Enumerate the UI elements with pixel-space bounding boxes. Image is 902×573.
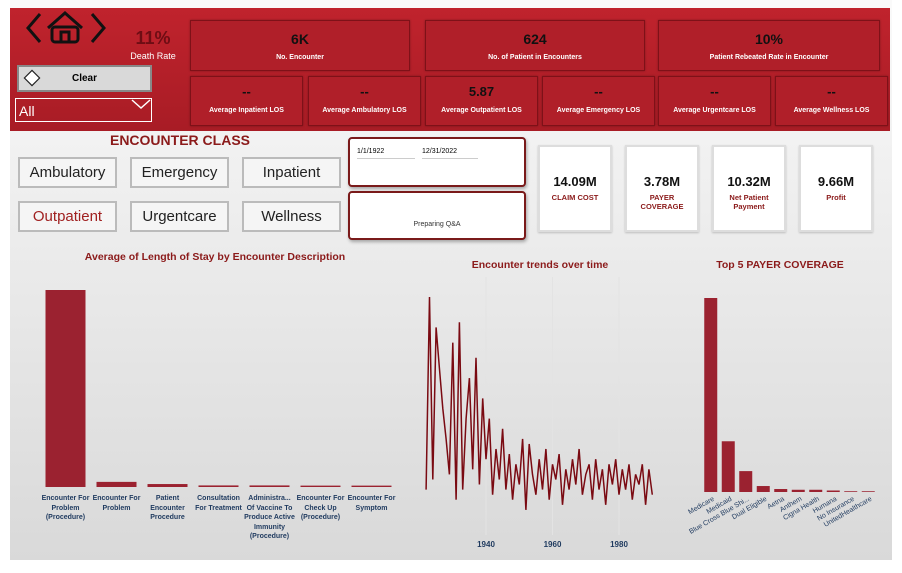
qa-box[interactable]: [348, 191, 526, 240]
finance-value: 3.78M: [643, 174, 681, 189]
death-rate-value: 11%: [135, 28, 171, 48]
trend-line: [425, 296, 654, 510]
los-value: --: [827, 84, 836, 99]
encounter-button[interactable]: Ambulatory: [18, 157, 117, 188]
finance-card: 3.78M PAYER COVERAGE: [625, 145, 699, 232]
kpi-card: 10% Patient Rebeated Rate in Encounter: [658, 20, 880, 71]
chart-title: Encounter trends over time: [471, 259, 609, 271]
date-slicer[interactable]: [348, 137, 526, 187]
bar: [351, 485, 392, 487]
bar: [249, 485, 290, 487]
bar: [739, 471, 753, 492]
chart-title: Average of Length of Stay by Encounter D…: [84, 251, 346, 263]
finance-label: Net Patient Payment: [729, 193, 769, 211]
encounter-button[interactable]: Urgentcare: [130, 201, 229, 232]
kpi-label: No. Encounter: [276, 54, 324, 61]
x-tick-label: 1940: [477, 540, 495, 549]
los-label: Average Ambulatory LOS: [322, 107, 407, 114]
los-label: Average Urgentcare LOS: [673, 107, 756, 114]
bar: [300, 485, 341, 487]
los-label: Average Outpatient LOS: [441, 107, 522, 114]
kpi-card: 624 No. of Patient in Encounters: [425, 20, 645, 71]
encounter-button[interactable]: Outpatient: [18, 201, 117, 232]
x-tick-label: 1980: [610, 540, 628, 549]
dropdown-chevron: [131, 99, 151, 110]
kpi-value: 624: [523, 31, 547, 47]
encounter-button[interactable]: Inpatient: [242, 157, 341, 188]
los-value: --: [710, 84, 719, 99]
kpi-card: 6K No. Encounter: [190, 20, 410, 71]
x-tick-label: Administra... Of Vaccine To Produce Acti…: [244, 495, 295, 540]
finance-label: PAYER COVERAGE: [640, 193, 684, 211]
los-label: Average Emergency LOS: [556, 107, 641, 114]
bar: [756, 486, 770, 492]
los-card: -- Average Emergency LOS: [542, 76, 655, 126]
bar: [826, 490, 840, 492]
start-date[interactable]: 1/1/1922: [357, 148, 415, 159]
x-tick-label: Encounter For Symptom: [347, 495, 396, 512]
finance-label: Profit: [826, 193, 846, 202]
los-card: -- Average Wellness LOS: [775, 76, 888, 126]
finance-value: 14.09M: [553, 174, 597, 189]
finance-card: 14.09M CLAIM COST: [538, 145, 612, 232]
kpi-value: 6K: [291, 31, 309, 47]
los-label: Average Inpatient LOS: [209, 107, 284, 114]
los-label: Average Wellness LOS: [793, 107, 870, 114]
bar: [844, 491, 858, 492]
encounter-class-title: ENCOUNTER CLASS: [109, 132, 250, 148]
x-tick-label: Consultation For Treatment: [195, 495, 242, 512]
los-value: --: [242, 84, 251, 99]
bar: [147, 484, 188, 487]
bar: [861, 491, 875, 492]
bar: [704, 298, 718, 492]
chart-title: Top 5 PAYER COVERAGE: [716, 259, 844, 271]
x-tick-label: Encounter For Problem (Procedure): [41, 495, 90, 521]
los-card: -- Average Ambulatory LOS: [308, 76, 421, 126]
home-nav[interactable]: [26, 10, 106, 44]
x-tick-label: Encounter For Problem: [92, 495, 141, 512]
finance-card: 10.32M Net Patient Payment: [712, 145, 786, 232]
finance-card: 9.66M Profit: [799, 145, 873, 232]
los-card: 5.87 Average Outpatient LOS: [425, 76, 538, 126]
finance-label: CLAIM COST: [551, 193, 599, 202]
bar: [721, 441, 735, 492]
los-value: 5.87: [468, 84, 495, 99]
encounter-button[interactable]: Wellness: [242, 201, 341, 232]
bar: [96, 481, 137, 487]
clear-label: Clear: [71, 73, 97, 84]
los-value: --: [360, 84, 369, 99]
kpi-value: 10%: [754, 31, 784, 47]
x-tick-label: Patient Encounter Procedure: [150, 495, 185, 521]
death-rate-label: Death Rate: [130, 51, 176, 61]
x-tick-label: Encounter For Check Up (Procedure): [296, 495, 345, 521]
qa-status: Preparing Q&A: [413, 221, 461, 228]
finance-value: 9.66M: [817, 174, 855, 189]
kpi-label: Patient Rebeated Rate in Encounter: [709, 54, 829, 61]
finance-value: 10.32M: [727, 174, 771, 189]
bar: [198, 485, 239, 487]
end-date[interactable]: 12/31/2022: [422, 148, 478, 159]
bar: [45, 290, 86, 487]
dropdown[interactable]: All: [15, 98, 152, 122]
los-value: --: [594, 84, 603, 99]
dropdown-value: All: [19, 103, 35, 119]
los-card: -- Average Inpatient LOS: [190, 76, 303, 126]
kpi-label: No. of Patient in Encounters: [488, 54, 582, 61]
clear-button[interactable]: Clear: [17, 65, 152, 92]
bar: [809, 489, 823, 492]
bar: [791, 489, 805, 492]
x-tick-label: 1960: [544, 540, 562, 549]
encounter-button[interactable]: Emergency: [130, 157, 229, 188]
los-card: -- Average Urgentcare LOS: [658, 76, 771, 126]
bar: [774, 489, 788, 492]
